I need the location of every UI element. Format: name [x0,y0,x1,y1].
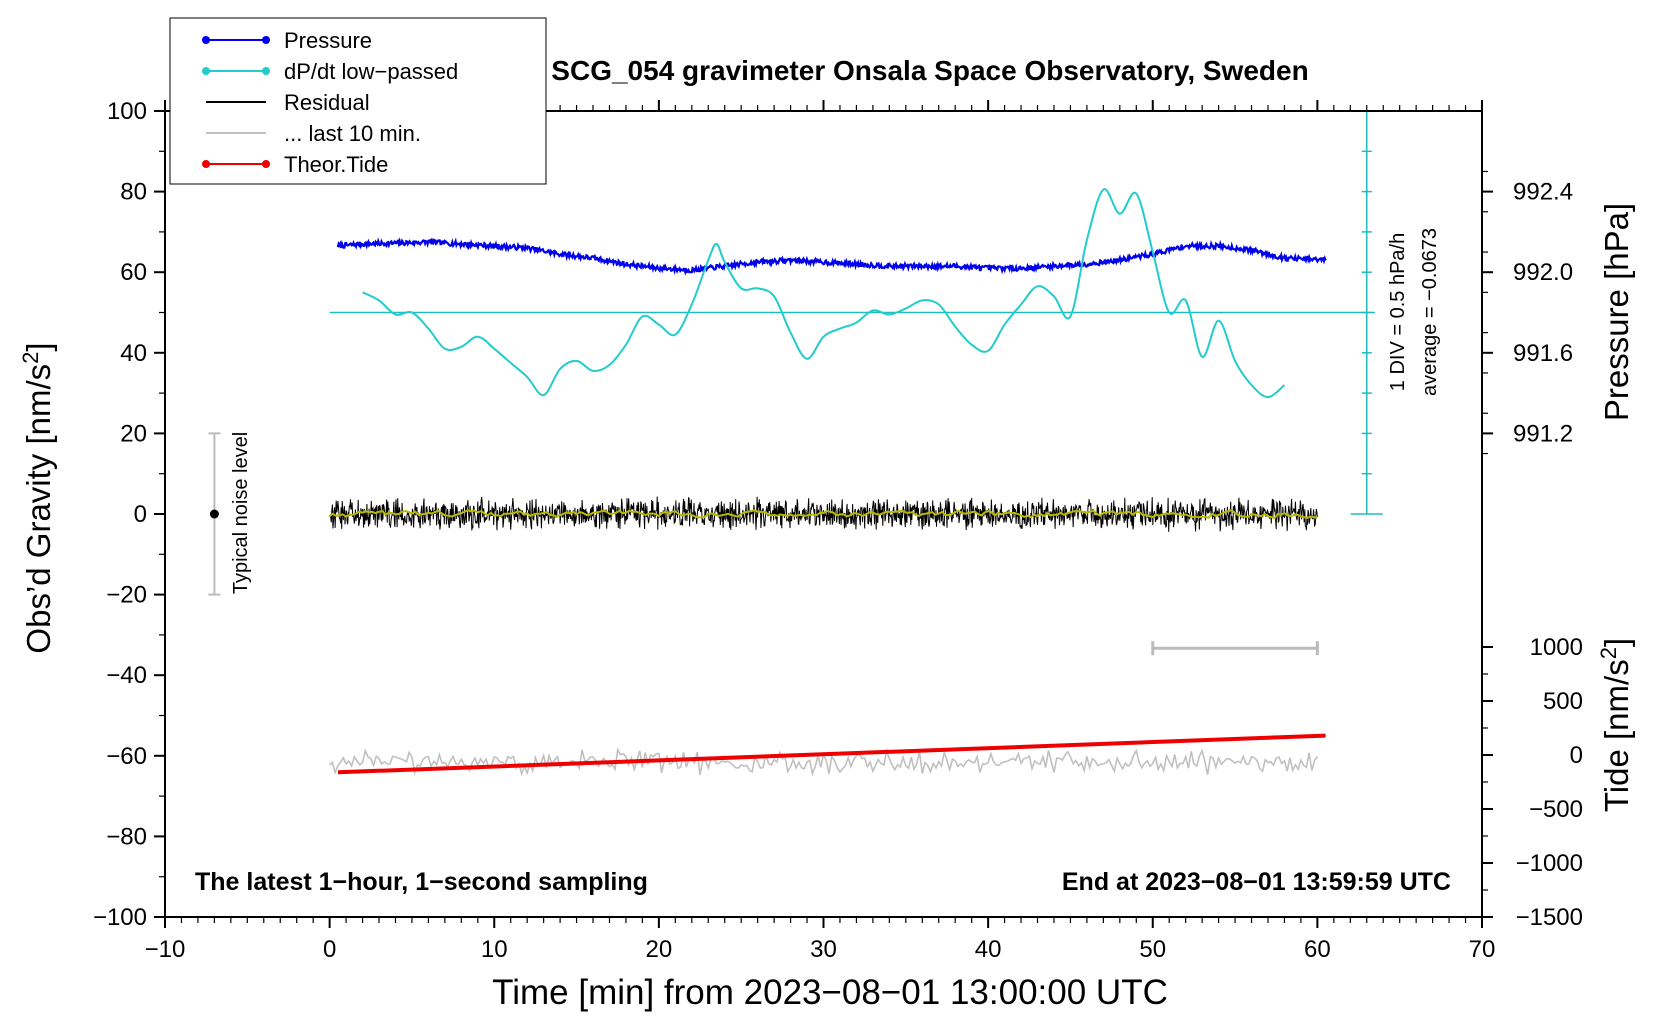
residual-series-line [329,496,1318,532]
pressure-tick-label: 992.0 [1513,259,1573,286]
x-tick-label: 20 [646,936,673,963]
plot-area [208,110,1383,777]
y-tick-label: −20 [106,582,147,609]
x-tick-label: 10 [481,936,508,963]
tide-tick-label: 0 [1570,742,1583,769]
legend-swatch-marker [202,36,210,44]
legend-swatch-marker [262,36,270,44]
x-tick-label: 70 [1469,936,1496,963]
y-tick-label: 0 [134,501,147,528]
x-tick-label: −10 [145,936,186,963]
chart-title: SCG_054 gravimeter Onsala Space Observat… [551,55,1308,86]
x-tick-label: 0 [323,936,336,963]
y-tick-label: 60 [120,259,147,286]
legend-swatch-marker [262,160,270,168]
x-axis-label: Time [min] from 2023−08−01 13:00:00 UTC [492,973,1168,1012]
y-tick-label: −100 [93,904,147,931]
legend-swatch-marker [262,67,270,75]
legend-label: dP/dt low−passed [284,59,458,84]
legend-swatch-marker [202,160,210,168]
tide-tick-label: 1000 [1530,634,1583,661]
residual-smoothed-line [328,508,1318,520]
tick-marks: −10 0 10 20 30 40 50 60 70−100−80−60−40−20020406… [93,98,1583,963]
legend-label: Residual [284,90,370,115]
noise-level-label: Typical noise level [230,432,252,594]
y-tick-label: 40 [120,340,147,367]
pressure-tick-label: 992.4 [1513,179,1573,206]
y-axis-label-tide: Tide [nm/s2] [1596,638,1635,812]
y-tick-label: −40 [106,662,147,689]
y-tick-label: 20 [120,420,147,447]
dpdt-series-line [362,188,1286,399]
y-tick-label: −60 [106,743,147,770]
y-axis-label-pressure: Pressure [hPa] [1598,203,1635,421]
legend-swatch-marker [202,67,210,75]
dpdt-average-label: average = −0.0673 [1419,228,1441,396]
x-tick-label: 60 [1304,936,1331,963]
tide-tick-label: −1500 [1516,904,1583,931]
noise-level-dot [209,509,219,519]
dpdt-scale-label: 1 DIV = 0.5 hPa/h [1387,233,1409,391]
y-tick-label: 100 [107,98,147,125]
sampling-annotation: The latest 1−hour, 1−second sampling [195,868,648,896]
legend: Pressure dP/dt low−passed Residual ... last… [169,17,547,185]
tide-tick-label: −500 [1529,796,1583,823]
y-tick-label: 80 [120,179,147,206]
x-tick-label: 50 [1139,936,1166,963]
end-time-annotation: End at 2023−08−01 13:59:59 UTC [1062,868,1451,896]
tide-tick-label: −1000 [1516,850,1583,877]
x-tick-label: 30 [810,936,837,963]
legend-label: Theor.Tide [284,152,388,177]
x-tick-label: 40 [975,936,1002,963]
tide-series-line [337,733,1326,775]
pressure-tick-label: 991.2 [1513,420,1573,447]
tide-tick-label: 500 [1543,688,1583,715]
pressure-series-line [336,237,1327,277]
y-tick-label: −80 [106,823,147,850]
legend-label: Pressure [284,28,372,53]
pressure-tick-label: 991.6 [1513,340,1573,367]
y-axis-label-gravity: Obs’d Gravity [nm/s2] [18,342,57,653]
legend-label: ... last 10 min. [284,121,421,146]
